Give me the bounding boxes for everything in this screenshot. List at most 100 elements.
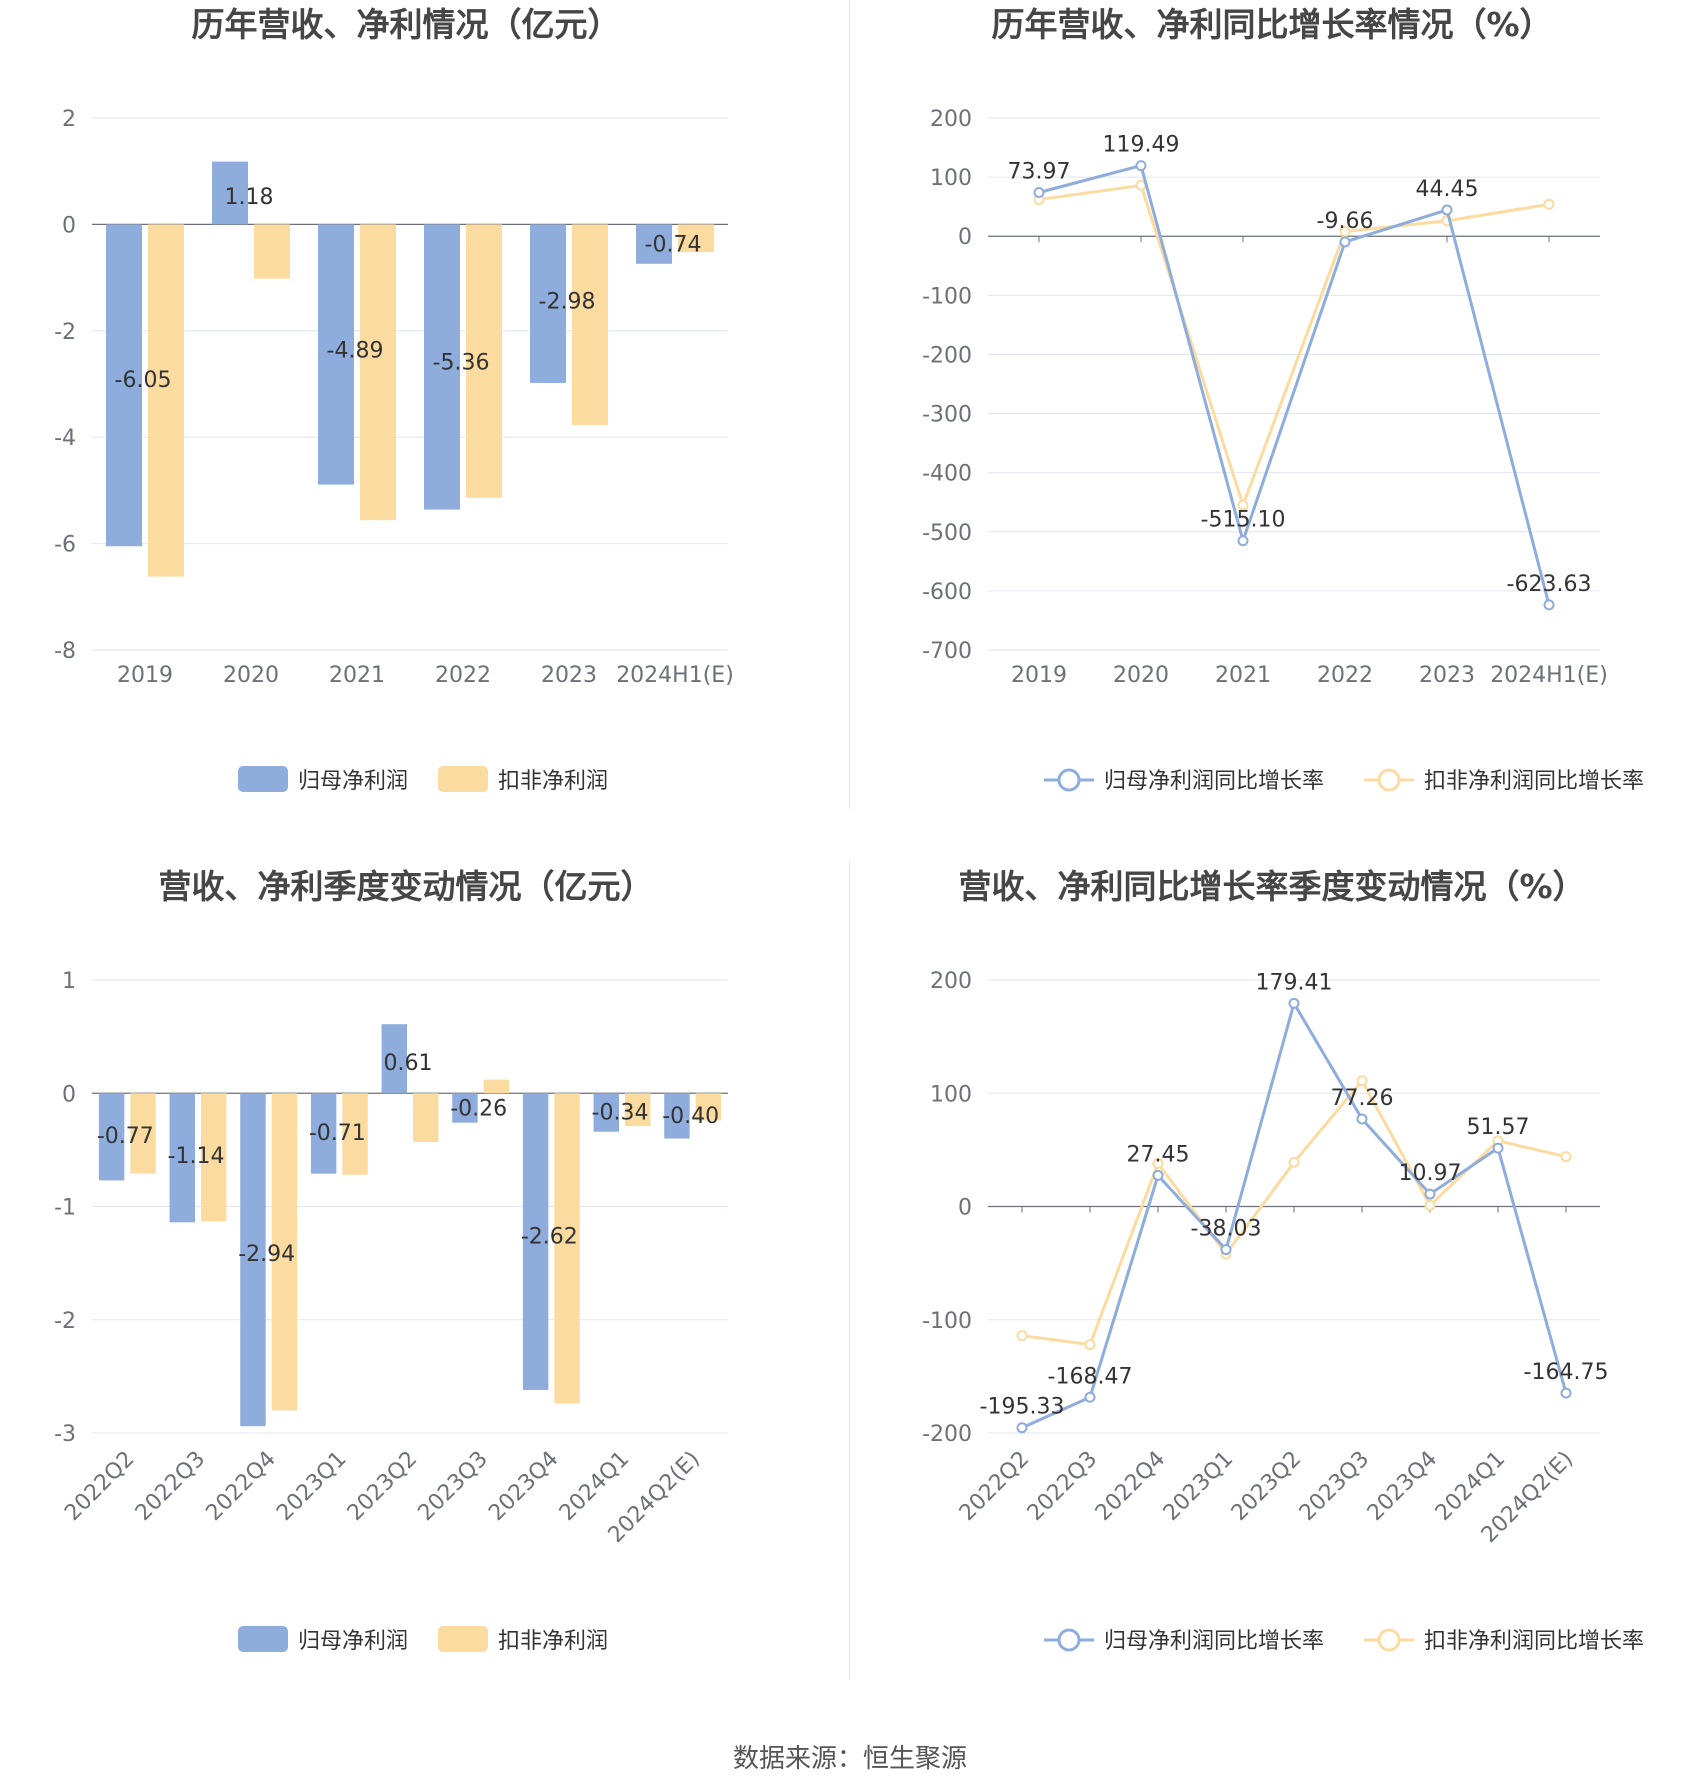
- chart-title: 营收、净利季度变动情况（亿元）: [159, 867, 654, 906]
- line-data-label: -623.63: [1507, 572, 1592, 597]
- chart-quarterly-growth: 营收、净利同比增长率季度变动情况（%） 200 100 0 -100 -200 2022Q2…: [850, 860, 1700, 1720]
- y-tick-label: -8: [54, 639, 76, 664]
- bar-series-b: [625, 1093, 651, 1127]
- bar-series-b: [413, 1093, 439, 1142]
- x-tick-label: 2021: [329, 663, 385, 688]
- x-tick-label: 2024H1(E): [616, 663, 734, 688]
- point-series-a: [1152, 1169, 1164, 1181]
- y-tick-label: -500: [922, 521, 972, 546]
- point-series-a: [1339, 236, 1351, 248]
- line-data-label: 44.45: [1416, 177, 1479, 202]
- bar-series-a: [212, 161, 248, 225]
- bar-data-label: -6.05: [115, 368, 172, 393]
- chart-svg-annual-amount: 历年营收、净利情况（亿元） 2 0 -2 -4 -6 -8 2019 2020 2021 2022 2…: [54, 5, 734, 794]
- bar-series-a: [318, 224, 354, 485]
- point-series-b: [1016, 1330, 1028, 1342]
- x-tick-label: 2022Q3: [131, 1447, 210, 1526]
- bar-series-a: [240, 1093, 266, 1427]
- line-data-label: 27.45: [1127, 1142, 1190, 1167]
- y-tick-label: -700: [922, 639, 972, 664]
- y-tick-label: 1: [62, 969, 76, 994]
- x-tick-label: 2020: [1113, 663, 1169, 688]
- y-tick-label: -200: [922, 343, 972, 368]
- line-data-label: -515.10: [1201, 508, 1286, 533]
- x-tick-label: 2023Q2: [343, 1447, 422, 1526]
- bar-series-b: [466, 224, 502, 498]
- legend-label-a: 归母净利润同比增长率: [1104, 769, 1324, 794]
- line-data-label: 10.97: [1399, 1161, 1462, 1186]
- bar-series-a: [310, 1093, 337, 1174]
- x-tick-label: 2023Q3: [413, 1447, 492, 1526]
- point-series-a: [1560, 1387, 1572, 1399]
- legend-label-b: 扣非净利润: [498, 769, 608, 794]
- point-series-b: [1424, 1199, 1436, 1211]
- legend-label-b: 扣非净利润同比增长率: [1424, 769, 1644, 794]
- x-tick-label: 2022Q2: [955, 1447, 1034, 1526]
- bar-data-label: 0.61: [384, 1051, 433, 1076]
- legend-marker-a: [1057, 768, 1081, 792]
- point-series-a: [1033, 186, 1045, 198]
- point-series-a: [1237, 535, 1249, 547]
- x-tick-label: 2024H1(E): [1490, 663, 1608, 688]
- point-series-a: [1356, 1113, 1368, 1125]
- bar-series-a: [522, 1093, 549, 1390]
- line-data-label: -9.66: [1317, 209, 1374, 234]
- bar-series-b: [572, 224, 608, 425]
- point-series-a: [1016, 1422, 1028, 1434]
- y-tick-label: 200: [930, 969, 972, 994]
- bar-data-label: -0.40: [662, 1104, 719, 1129]
- line-data-label: 73.97: [1008, 159, 1071, 184]
- bar-series-b: [271, 1093, 298, 1411]
- bar-series-a: [106, 224, 142, 547]
- bar-series-a: [664, 1093, 690, 1139]
- legend-swatch-a: [238, 766, 288, 792]
- x-tick-label: 2022: [435, 663, 491, 688]
- bar-series-b: [254, 224, 290, 279]
- bar-data-label: -2.62: [521, 1225, 578, 1250]
- data-source-note: 数据来源：恒生聚源: [732, 1744, 967, 1774]
- point-series-b: [1237, 499, 1249, 511]
- x-tick-label: 2019: [117, 663, 173, 688]
- x-tick-label: 2023Q1: [1159, 1447, 1238, 1526]
- y-tick-label: 0: [62, 1082, 76, 1107]
- bar-series-a: [636, 224, 672, 264]
- bar-data-label: -2.98: [539, 289, 596, 314]
- y-tick-label: -2: [54, 1309, 76, 1334]
- bar-data-label: -0.77: [97, 1124, 154, 1149]
- x-tick-label: 2022: [1317, 663, 1373, 688]
- point-series-b: [1288, 1156, 1300, 1168]
- bar-data-label: 1.18: [225, 185, 274, 210]
- bar-data-label: -1.14: [168, 1144, 225, 1169]
- legend-swatch-b: [438, 1626, 488, 1652]
- point-series-a: [1441, 204, 1453, 216]
- bar-data-label: -0.71: [309, 1121, 366, 1146]
- y-tick-label: -3: [54, 1422, 76, 1447]
- y-tick-label: 0: [62, 213, 76, 238]
- y-tick-label: 0: [958, 225, 972, 250]
- x-tick-label: 2023Q2: [1227, 1447, 1306, 1526]
- bar-series-a: [452, 1093, 478, 1123]
- chart-quarterly-amount: 营收、净利季度变动情况（亿元） 1 0 -1 -2 -3 2022Q2 2022Q3 2022Q…: [0, 860, 850, 1720]
- line-data-label: 51.57: [1467, 1115, 1530, 1140]
- line-series-a: [1038, 163, 1551, 606]
- x-tick-label: 2023Q4: [1363, 1447, 1442, 1526]
- x-tick-label: 2020: [223, 663, 279, 688]
- bar-series-b: [360, 224, 396, 521]
- bar-series-b: [678, 224, 714, 253]
- legend-label-a: 归母净利润: [298, 769, 408, 794]
- point-series-a: [1220, 1244, 1232, 1256]
- y-tick-label: 100: [930, 1082, 972, 1107]
- bar-series-a: [424, 224, 460, 510]
- x-tick-label: 2019: [1011, 663, 1067, 688]
- legend-label-b: 扣非净利润同比增长率: [1424, 1629, 1644, 1654]
- point-series-a: [1492, 1142, 1504, 1154]
- bar-series-b: [342, 1093, 368, 1175]
- y-tick-label: 0: [958, 1196, 972, 1221]
- x-tick-label: 2021: [1215, 663, 1271, 688]
- point-series-b: [1084, 1339, 1096, 1351]
- y-tick-label: -4: [54, 426, 76, 451]
- point-series-b: [1560, 1151, 1572, 1163]
- divider-bottom: [849, 860, 850, 1680]
- legend-label-a: 归母净利润: [298, 1629, 408, 1654]
- chart-annual-growth: 历年营收、净利同比增长率情况（%） 200 100 0 -100 -200 -300 -400…: [850, 0, 1700, 840]
